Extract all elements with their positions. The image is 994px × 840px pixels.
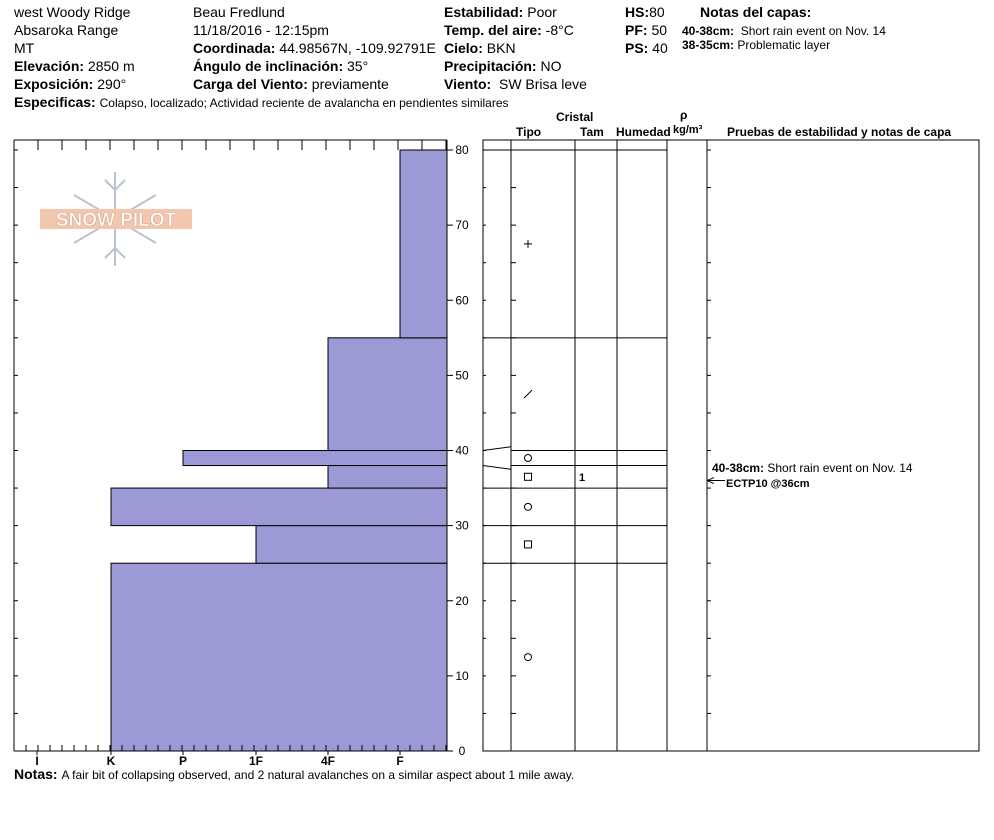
hardness-bar-3 <box>327 465 448 489</box>
specifics: Especificas: Colapso, localizado; Activi… <box>14 94 509 110</box>
hardness-bar-2 <box>110 487 448 527</box>
grain-circle <box>524 502 532 511</box>
coordinates: Coordinada: 44.98567N, -109.92791E <box>193 40 436 56</box>
hardness-bar-6 <box>399 149 448 339</box>
col-rho: ρ <box>680 108 688 122</box>
hardness-tick-label: I <box>35 754 38 768</box>
y-tick-label: 60 <box>455 293 469 307</box>
grain-square <box>524 540 532 549</box>
grain-slash <box>523 389 533 399</box>
y-tick-label: 30 <box>455 519 469 533</box>
hardness-tick-label: 1F <box>249 754 263 768</box>
air-temp: Temp. del aire: -8°C <box>444 22 574 38</box>
chart-layer-note: 40-38cm: Short rain event on Nov. 14 <box>712 461 913 475</box>
location: west Woody Ridge <box>14 4 131 20</box>
hardness-bar-0 <box>110 562 448 752</box>
wind: Viento: SW Brisa leve <box>444 76 587 92</box>
layer-connector <box>482 446 512 451</box>
snowpilot-logo: SNOW PILOT <box>40 172 192 266</box>
y-tick-label: 0 <box>459 744 466 758</box>
col-humedad: Humedad <box>616 125 671 139</box>
elevation: Elevación: 2850 m <box>14 58 135 74</box>
hardness-tick-label: K <box>107 754 116 768</box>
hardness-bar-4 <box>182 450 448 467</box>
observer: Beau Fredlund <box>193 4 285 20</box>
y-tick-label: 20 <box>455 594 469 608</box>
stability-arrow-head <box>706 477 715 485</box>
aspect: Exposición: 290° <box>14 76 127 92</box>
col-density-unit: kg/m³ <box>673 124 703 136</box>
grain-circle <box>524 454 532 463</box>
y-tick-label: 80 <box>455 143 469 157</box>
pf: PF: 50 <box>625 22 668 38</box>
state: MT <box>14 40 35 56</box>
col-tam: Tam <box>580 125 604 139</box>
datetime: 11/18/2016 - 12:15pm <box>193 22 329 38</box>
layer-connector <box>482 465 512 470</box>
sky: Cielo: BKN <box>444 40 518 57</box>
layer-note-2: 38-35cm: Problematic layer <box>682 38 831 52</box>
grain-circle <box>524 653 532 662</box>
col-tests: Pruebas de estabilidad y notas de capa <box>727 125 952 139</box>
ps: PS: 40 <box>625 40 668 56</box>
layer-notes-title: Notas del capas: <box>700 4 812 20</box>
stability: Estabilidad: Poor <box>444 4 557 20</box>
hardness-bar-1 <box>255 525 448 564</box>
slope-angle: Ángulo de inclinación: 35° <box>193 58 369 74</box>
hardness-tick-label: F <box>396 754 403 768</box>
hardness-tick-label: P <box>179 754 187 768</box>
wind-load: Carga del Viento: previamente <box>193 76 389 92</box>
y-tick-label: 40 <box>455 444 469 458</box>
grain-square <box>524 472 532 481</box>
col-cristal: Cristal <box>556 110 594 124</box>
stability-test-result: ECTP10 @36cm <box>726 478 810 490</box>
y-tick-label: 70 <box>455 218 469 232</box>
col-tipo: Tipo <box>516 125 542 139</box>
grain-size: 1 <box>579 472 585 484</box>
precipitation: Precipitación: NO <box>444 58 562 74</box>
hardness-bar-5 <box>327 337 448 451</box>
logo-text: SNOW PILOT <box>56 210 177 231</box>
y-tick-label: 50 <box>455 368 469 382</box>
hardness-tick-label: 4F <box>321 754 335 768</box>
layer-table-border <box>482 139 980 752</box>
y-tick-label: 10 <box>455 669 469 683</box>
notes: Notas: A fair bit of collapsing observed… <box>14 766 575 782</box>
range: Absaroka Range <box>14 22 119 38</box>
hs: HS:80 <box>625 4 665 20</box>
layer-note-1: 40-38cm: Short rain event on Nov. 14 <box>682 24 886 38</box>
